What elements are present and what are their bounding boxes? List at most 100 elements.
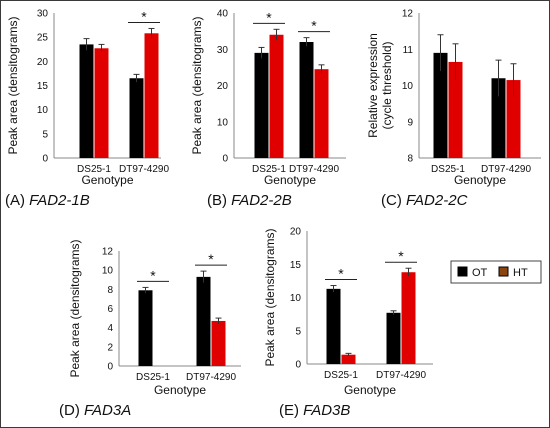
panel-d-ytick-label: 0 <box>107 362 113 373</box>
panel-c-y-axis-title: Relative expression(cycle threshold) <box>366 33 394 138</box>
panel-d-significance-star: * <box>150 267 156 283</box>
panel-a-ytick-label: 20 <box>37 57 49 68</box>
panel-c-ytick-label: 10 <box>402 81 414 92</box>
panel-a-bar-ot-dt97-4290 <box>129 78 144 158</box>
panel-c-ytick-label: 11 <box>403 45 414 56</box>
panel-b-bar-ot-ds25-1 <box>254 52 269 158</box>
panel-a-ytick-label: 10 <box>37 105 49 116</box>
legend-swatch-ht <box>498 266 509 277</box>
panel-b-caption-gene: FAD2-2B <box>231 192 292 209</box>
panel-d-significance-star: * <box>208 251 214 267</box>
panel-a-bar-ot-ds25-1 <box>79 44 94 158</box>
panel-e: 0 5 10 15 20 DS25-1 DT97-4290 * * Genotype Peak ar… <box>263 227 433 419</box>
panel-e-caption-prefix: (E) <box>279 402 303 419</box>
panel-c-ytick-label: 8 <box>407 154 413 165</box>
panel-d-ytick-label: 8 <box>107 285 113 296</box>
panel-e-ytick-label: 20 <box>290 227 302 238</box>
legend-label-ht: HT <box>513 267 528 279</box>
panel-e-bar-ot-dt97-4290 <box>386 312 401 364</box>
panel-c-bar-ot-dt97-4290 <box>491 78 506 158</box>
panel-e-bar-ht-dt97-4290 <box>401 272 416 364</box>
panel-b-significance-star: * <box>266 9 272 25</box>
panel-a-caption-prefix: (A) <box>5 192 29 209</box>
panel-d: 0 2 4 6 8 10 12 DS25-1 DT97-4290 * * Genotype Peak a… <box>59 239 241 419</box>
panel-c-caption: (C) FAD2-2C <box>381 192 468 209</box>
panel-a-caption: (A) FAD2-1B <box>5 192 90 209</box>
panel-d-y-axis-title: Peak area (densitograms) <box>68 239 82 377</box>
panel-c-caption-prefix: (C) <box>381 192 406 209</box>
panel-b-category-label: DS25-1 <box>252 164 286 175</box>
panel-a: 0 5 10 15 20 25 30 DS25-1 DT97-4290 * Genotype Peak… <box>5 8 169 209</box>
panel-d-caption-prefix: (D) <box>59 402 84 419</box>
legend: OT HT <box>450 260 542 284</box>
panel-c-category-label: DS25-1 <box>431 164 465 175</box>
panel-d-ytick-label: 10 <box>102 266 114 277</box>
panel-d-x-axis-title: Genotype <box>154 383 206 397</box>
panel-c-ytick-label: 9 <box>407 117 413 128</box>
panel-c-category-label: DT97-4290 <box>481 164 531 175</box>
panel-c-caption-gene: FAD2-2C <box>406 192 468 209</box>
panel-a-bar-ht-dt97-4290 <box>144 33 159 158</box>
panel-b-x-axis-title: Genotype <box>264 173 316 187</box>
panel-d-category-label: DT97-4290 <box>186 372 236 383</box>
panel-b-caption: (B) FAD2-2B <box>207 192 292 209</box>
panel-e-bar-ot-ds25-1 <box>326 288 341 364</box>
panel-e-ytick-label: 5 <box>295 326 301 337</box>
panel-e-ytick-label: 10 <box>290 293 302 304</box>
panel-a-category-label: DT97-4290 <box>119 164 169 175</box>
legend-label-ot: OT <box>472 267 488 279</box>
panel-a-ytick-label: 5 <box>42 129 48 140</box>
panel-e-ytick-label: 15 <box>290 260 302 271</box>
panel-d-ytick-label: 12 <box>102 247 114 258</box>
panel-a-bar-ht-ds25-1 <box>94 48 109 158</box>
panel-d-caption-gene: FAD3A <box>84 402 131 419</box>
panel-a-ytick-label: 30 <box>37 9 49 20</box>
panel-a-significance-star: * <box>141 8 147 24</box>
panel-e-caption-gene: FAD3B <box>303 402 350 419</box>
panel-a-ytick-label: 25 <box>37 33 49 44</box>
panel-c-bar-ht-dt97-4290 <box>506 80 521 158</box>
panel-e-category-label: DT97-4290 <box>376 370 426 381</box>
panel-e-significance-star: * <box>398 248 404 264</box>
panel-a-ytick-label: 0 <box>42 154 48 165</box>
panel-b-significance-star: * <box>311 18 317 34</box>
panel-d-category-label: DS25-1 <box>136 372 170 383</box>
panel-b-y-axis-title: Peak area (densitograms) <box>190 16 204 154</box>
panel-d-bar-ot-dt97-4290 <box>196 276 211 366</box>
panel-c-x-axis-title: Genotype <box>454 173 506 187</box>
panel-d-caption: (D) FAD3A <box>59 402 131 419</box>
panel-b-ytick-label: 20 <box>217 81 229 92</box>
panel-a-caption-gene: FAD2-1B <box>29 192 90 209</box>
panel-d-ytick-label: 4 <box>107 323 113 334</box>
panel-a-category-label: DS25-1 <box>77 164 111 175</box>
panel-d-bar-ot-ds25-1 <box>138 290 153 366</box>
panel-d-bar-ht-dt97-4290 <box>211 320 226 366</box>
panel-e-ytick-label: 0 <box>295 360 301 371</box>
panel-c-bar-ht-ds25-1 <box>448 61 463 158</box>
panel-b: 0 10 20 30 40 DS25-1 DT97-4290 * * Genotype Peak a… <box>190 9 346 209</box>
panel-d-ytick-label: 2 <box>107 342 113 353</box>
panel-c-ytick-label: 12 <box>402 9 414 20</box>
panel-b-caption-prefix: (B) <box>207 192 231 209</box>
panel-e-caption: (E) FAD3B <box>279 402 350 419</box>
panel-e-y-axis-title: Peak area (densitograms) <box>263 228 277 366</box>
panel-b-ytick-label: 40 <box>217 9 229 20</box>
panel-e-x-axis-title: Genotype <box>344 383 396 397</box>
legend-box <box>450 260 542 284</box>
panel-a-y-axis-title: Peak area (densitograms) <box>6 16 20 154</box>
panel-a-ytick-label: 15 <box>37 81 49 92</box>
panel-a-x-axis-title: Genotype <box>81 173 133 187</box>
panel-b-ytick-label: 0 <box>222 154 228 165</box>
panel-e-category-label: DS25-1 <box>324 370 358 381</box>
panel-b-ytick-label: 30 <box>217 45 229 56</box>
panel-b-bar-ht-dt97-4290 <box>314 69 329 158</box>
legend-swatch-ot <box>457 266 468 277</box>
panel-b-bar-ht-ds25-1 <box>269 34 284 158</box>
panel-e-bar-ht-ds25-1 <box>341 354 356 364</box>
panel-b-ytick-label: 10 <box>217 117 229 128</box>
panel-c-bar-ot-ds25-1 <box>433 52 448 158</box>
panel-e-significance-star: * <box>338 266 344 282</box>
panel-b-bar-ot-dt97-4290 <box>299 42 314 158</box>
